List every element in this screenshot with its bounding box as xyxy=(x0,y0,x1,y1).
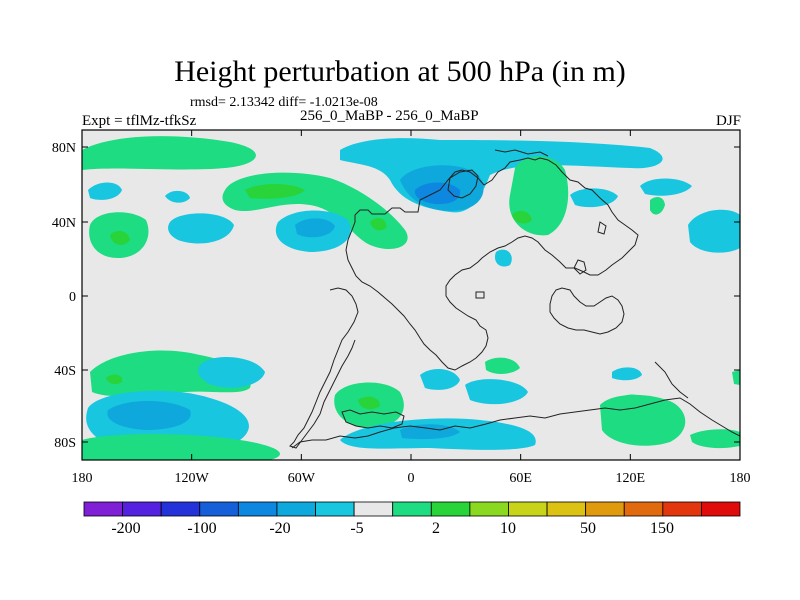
colorbar-swatch xyxy=(662,501,702,517)
colorbar-swatch xyxy=(276,501,316,517)
colorbar-swatch xyxy=(160,501,201,517)
contour-negative xyxy=(688,209,740,253)
lon-tick-label: 120E xyxy=(616,471,646,486)
colorbar-label: -20 xyxy=(269,520,290,537)
longitude-axis: 180 120W 60W 0 60E 120E 180 xyxy=(72,130,751,486)
colorbar: -200 -100 -20 -5 2 10 50 150 xyxy=(83,501,741,537)
contour-negative xyxy=(198,356,265,388)
colorbar-swatch xyxy=(585,501,625,517)
contour-positive-strong xyxy=(106,374,123,385)
contour-negative-strong xyxy=(107,401,191,430)
contour-positive xyxy=(620,394,645,405)
colorbar-swatch xyxy=(237,501,278,517)
coastline-north-edge xyxy=(494,149,549,157)
colorbar-swatch xyxy=(623,501,664,517)
coastline-australia xyxy=(549,287,625,335)
contour-fields xyxy=(82,136,740,460)
colorbar-swatch xyxy=(701,501,741,517)
contour-positive xyxy=(82,434,280,460)
contour-positive-strong xyxy=(512,210,532,224)
colorbar-swatch xyxy=(430,501,471,517)
lon-tick-label: 180 xyxy=(730,471,751,486)
lon-tick-label: 180 xyxy=(72,471,93,486)
colorbar-label: 10 xyxy=(500,520,516,537)
contour-negative xyxy=(570,188,618,208)
colorbar-swatch xyxy=(83,501,123,517)
coastline-antarctic-peninsula xyxy=(654,361,689,399)
colorbar-label: 2 xyxy=(432,520,440,537)
contour-negative xyxy=(494,249,512,267)
coastline-greenland xyxy=(447,169,479,199)
contour-positive xyxy=(82,136,256,170)
colorbar-label: -200 xyxy=(111,520,140,537)
colorbar-swatch xyxy=(392,501,432,517)
contour-positive xyxy=(600,394,686,446)
lat-tick-label: 40S xyxy=(54,364,76,379)
coastline-south-america xyxy=(289,287,359,449)
lon-tick-label: 60E xyxy=(509,471,532,486)
colorbar-label: -5 xyxy=(350,520,363,537)
lon-tick-label: 60W xyxy=(288,471,316,486)
map-title: Height perturbation at 500 hPa (in m) xyxy=(174,55,626,88)
stats-line: rmsd= 2.13342 diff= -1.0213e-08 xyxy=(190,95,378,110)
lon-tick-label: 0 xyxy=(408,471,415,486)
contour-positive-strong xyxy=(110,230,130,245)
lat-tick-label: 40N xyxy=(52,216,76,231)
contour-negative xyxy=(465,379,528,405)
center-label: 256_0_MaBP - 256_0_MaBP xyxy=(300,108,479,124)
colorbar-swatch xyxy=(199,501,239,517)
contour-negative-strong xyxy=(400,424,460,440)
colorbar-label: 150 xyxy=(650,520,674,537)
contour-negative xyxy=(420,368,460,390)
contour-negative xyxy=(88,182,122,200)
coastline-islands xyxy=(475,221,607,299)
colorbar-swatch xyxy=(353,501,394,517)
colorbar-swatch xyxy=(546,501,587,517)
contour-positive xyxy=(485,357,520,374)
coastline-antarctica xyxy=(291,397,740,449)
lat-tick-label: 0 xyxy=(69,290,76,305)
contour-positive xyxy=(650,197,665,215)
contour-positive xyxy=(509,156,569,236)
colorbar-swatch xyxy=(469,501,509,517)
colorbar-label: 50 xyxy=(580,520,596,537)
colorbar-label: -100 xyxy=(187,520,216,537)
colorbar-swatch xyxy=(508,501,548,517)
lon-tick-label: 120W xyxy=(175,471,210,486)
colorbar-swatch xyxy=(122,501,162,517)
coastline-north-continent xyxy=(345,157,639,371)
contour-positive xyxy=(690,429,740,449)
latitude-axis: 80N 40N 0 40S 80S xyxy=(52,141,740,451)
lat-tick-label: 80N xyxy=(52,141,76,156)
colorbar-swatch xyxy=(315,501,355,517)
contour-negative xyxy=(640,178,692,196)
experiment-label: Expt = tflMz-tfkSz xyxy=(82,113,197,129)
contour-negative xyxy=(168,213,234,244)
coastline-ice-shelf xyxy=(341,409,405,429)
season-label: DJF xyxy=(715,113,741,129)
contour-positive-strong xyxy=(358,396,380,410)
contour-negative-core xyxy=(414,182,461,205)
lat-tick-label: 80S xyxy=(54,436,76,451)
contour-negative xyxy=(612,367,642,381)
coastlines xyxy=(289,149,740,449)
contour-negative-strong xyxy=(295,218,335,238)
contour-positive-strong xyxy=(370,218,387,231)
contour-negative xyxy=(165,190,190,203)
contour-positive-strong xyxy=(245,184,305,199)
contour-positive xyxy=(732,370,740,385)
